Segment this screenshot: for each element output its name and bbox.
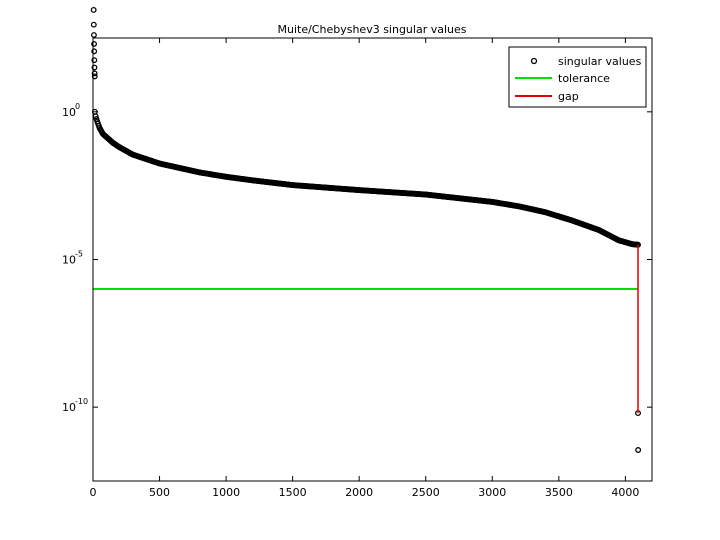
data-point [91, 57, 98, 64]
x-tick-label: 1000 [212, 486, 240, 499]
x-tick-label: 0 [90, 486, 97, 499]
x-tick-label: 3500 [545, 486, 573, 499]
legend-label: tolerance [558, 72, 610, 85]
y-tick-label: 10 -10 [62, 397, 88, 414]
data-point [91, 40, 98, 47]
x-tick-label: 3000 [478, 486, 506, 499]
y-tick-base: 10 [62, 401, 76, 414]
x-tick-label: 500 [149, 486, 170, 499]
y-tick-exponent: -5 [75, 250, 83, 259]
plot-area [93, 38, 652, 481]
data-point [90, 32, 97, 38]
x-tick-label: 4000 [611, 486, 639, 499]
y-tick-labels: 10510010-510-10 [62, 102, 88, 414]
data-point [91, 64, 98, 71]
x-tick-label: 1500 [279, 486, 307, 499]
data-point [90, 21, 97, 28]
y-tick-label: 10 -5 [62, 250, 83, 267]
y-tick-exponent: 0 [75, 102, 80, 111]
data-point [91, 73, 98, 80]
data-point [91, 48, 98, 55]
legend: singular values tolerance gap [508, 46, 647, 108]
axes-frame [92, 37, 653, 482]
data-point [90, 6, 97, 13]
y-tick-label: 10 0 [62, 102, 80, 119]
x-tick-labels: 0 500 1000 1500 2000 2500 3000 3500 4000 [90, 486, 640, 499]
x-tick-label: 2500 [412, 486, 440, 499]
y-tick-base: 10 [62, 106, 76, 119]
y-tick-base: 10 [62, 254, 76, 267]
y-tick-exponent: -10 [75, 397, 88, 406]
legend-label: gap [558, 90, 579, 103]
chart-title: Muite/Chebyshev3 singular values [278, 23, 467, 36]
data-point [635, 447, 642, 453]
legend-marker-circle [530, 57, 538, 65]
x-tick-label: 2000 [345, 486, 373, 499]
singular-values-series [90, 6, 642, 453]
legend-label: singular values [558, 55, 642, 68]
data-point [91, 70, 98, 77]
